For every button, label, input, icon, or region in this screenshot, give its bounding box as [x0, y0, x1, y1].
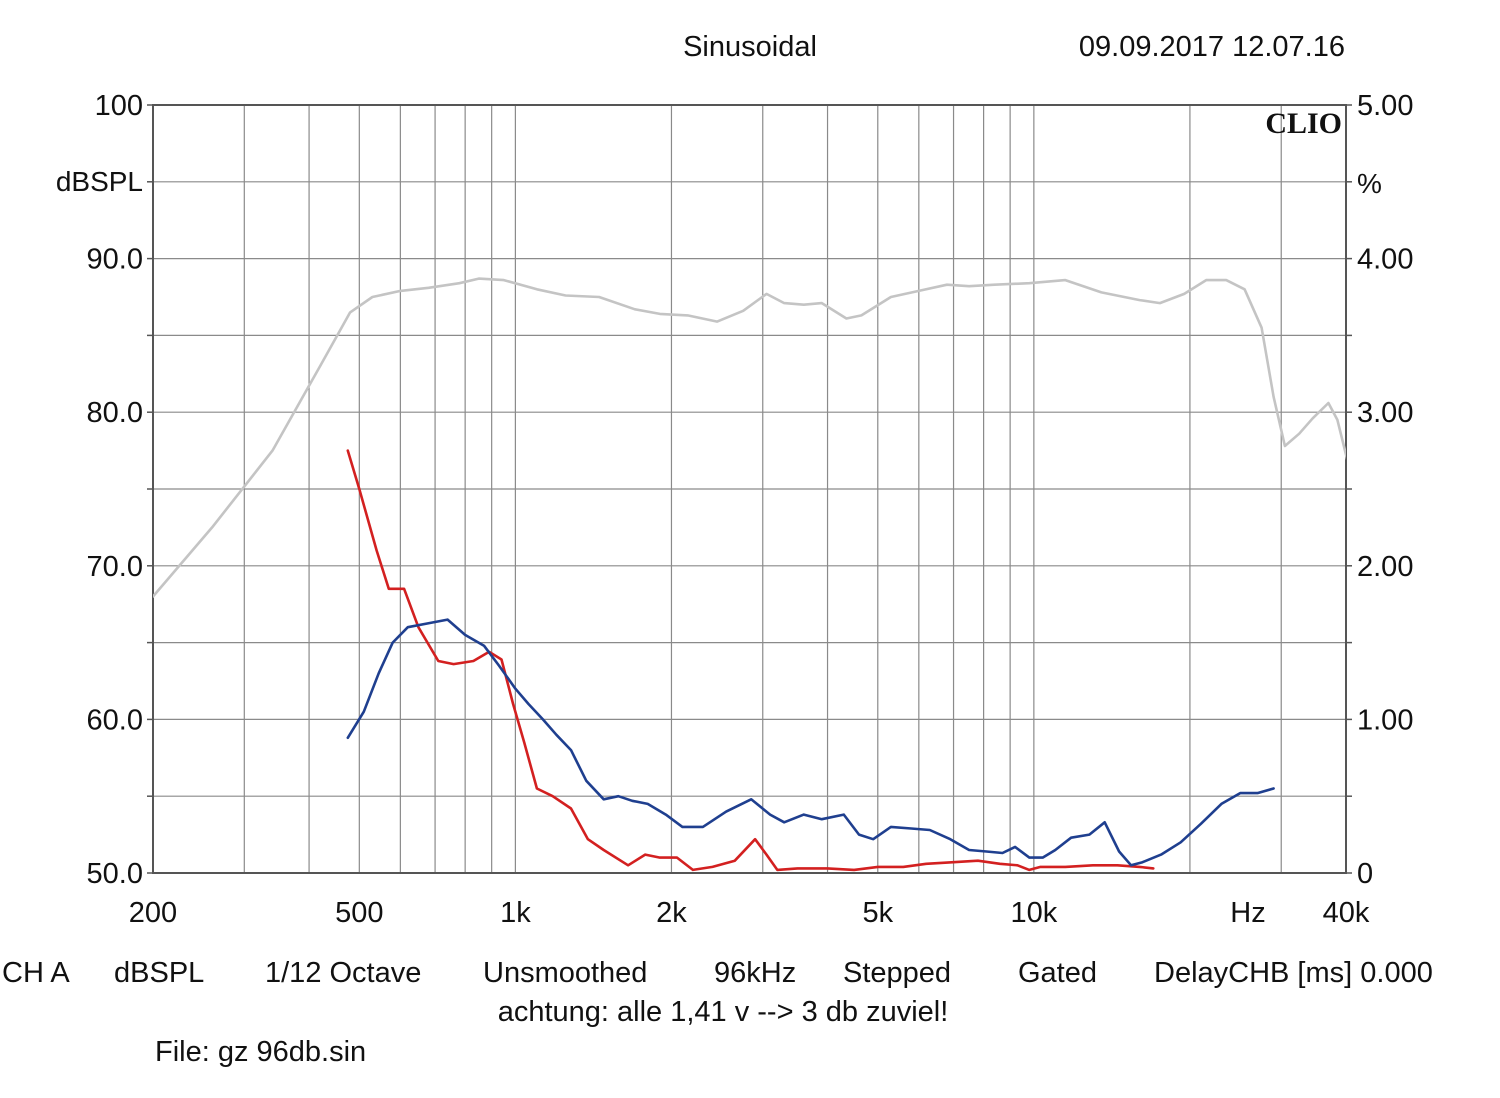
series-line-2: [346, 449, 1155, 872]
y-axis-ticks: 100 90.0 80.0 70.0 60.0 50.0: [87, 90, 143, 890]
y-tick-label: 80.0: [87, 397, 143, 429]
y2-tick-label: 3.00: [1357, 397, 1413, 429]
setting-sample-rate: 96kHz: [714, 957, 797, 989]
chart-timestamp: 09.09.2017 12.07.16: [1079, 31, 1345, 63]
setting-delay: DelayCHB [ms] 0.000: [1154, 957, 1433, 989]
setting-sweep: Stepped: [843, 957, 952, 989]
setting-channel: CH A: [2, 957, 70, 989]
x-axis-ticks: 200 500 1k 2k 5k 10k 40k: [129, 897, 1370, 929]
chart-series: [153, 277, 1346, 872]
x-tick-label: 10k: [1010, 897, 1057, 929]
y-tick-label: 50.0: [87, 858, 143, 890]
x-tick-label: 1k: [500, 897, 531, 929]
x-tick-label: 200: [129, 897, 177, 929]
settings-row: CH A dBSPL 1/12 Octave Unsmoothed 96kHz …: [0, 957, 1500, 993]
setting-resolution: 1/12 Octave: [265, 957, 422, 989]
y2-tick-label: 0: [1357, 858, 1373, 890]
x-tick-label: 2k: [656, 897, 687, 929]
series-line-1: [153, 277, 1346, 598]
y-tick-label: 70.0: [87, 551, 143, 583]
x-axis-unit: Hz: [1230, 897, 1265, 929]
file-name: File: gz 96db.sin: [155, 1036, 367, 1068]
x-tick-label: 500: [335, 897, 383, 929]
chart-mode-label: Sinusoidal: [683, 31, 817, 63]
series-line-3: [346, 618, 1275, 867]
y-tick-label: 60.0: [87, 704, 143, 736]
setting-smoothing: Unsmoothed: [483, 957, 648, 989]
y2-axis-label: %: [1357, 168, 1382, 199]
chart-grid: [147, 104, 1352, 874]
measurement-note: achtung: alle 1,41 v --> 3 db zuviel!: [497, 996, 949, 1028]
y-axis-label: dBSPL: [56, 166, 143, 197]
plot-frame: [152, 104, 1347, 874]
x-tick-label: 40k: [1323, 897, 1370, 929]
y2-axis-ticks: 5.00 4.00 3.00 2.00 1.00 0: [1357, 90, 1413, 890]
y-tick-label: 90.0: [87, 244, 143, 276]
y2-tick-label: 4.00: [1357, 244, 1413, 276]
frequency-response-chart: Sinusoidal 09.09.2017 12.07.16 200 500 1k 2…: [56, 31, 1414, 929]
y2-tick-label: 5.00: [1357, 90, 1413, 122]
clio-logo-text: CLIO: [1265, 107, 1342, 140]
setting-unit: dBSPL: [114, 957, 205, 989]
setting-window: Gated: [1018, 957, 1097, 989]
x-tick-label: 5k: [862, 897, 893, 929]
y-tick-label: 100: [95, 90, 143, 122]
y2-tick-label: 1.00: [1357, 704, 1413, 736]
y2-tick-label: 2.00: [1357, 551, 1413, 583]
